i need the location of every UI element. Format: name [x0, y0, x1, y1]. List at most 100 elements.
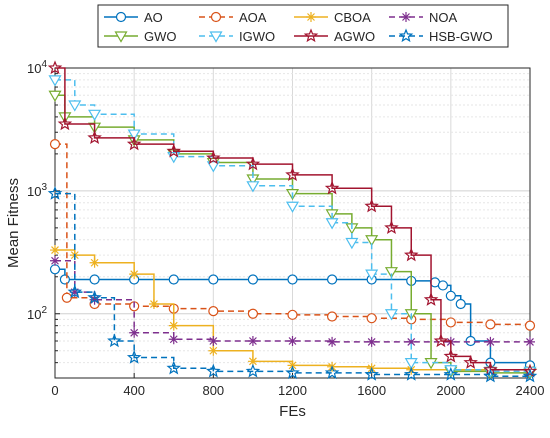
data-point	[384, 309, 398, 321]
data-point	[444, 365, 458, 377]
data-point	[59, 274, 70, 285]
data-point	[148, 299, 159, 310]
data-point	[443, 366, 459, 381]
y-tick-label: 102	[27, 305, 47, 322]
data-point	[57, 116, 73, 131]
series-line-igwo	[55, 79, 530, 373]
data-point	[483, 362, 498, 376]
data-point	[69, 287, 80, 298]
data-point	[206, 150, 221, 165]
data-point	[403, 247, 419, 262]
legend-label: AOA	[239, 10, 267, 25]
data-point	[166, 360, 182, 375]
data-point	[463, 355, 478, 369]
legend-item-gwo: GWO	[104, 29, 177, 44]
data-point	[61, 292, 72, 303]
data-point	[326, 274, 338, 285]
x-tick-label: 0	[51, 383, 58, 398]
data-point	[246, 181, 260, 193]
x-tick-label: 2000	[436, 383, 465, 398]
data-point	[345, 237, 359, 250]
legend-marker	[401, 12, 411, 22]
x-axis-label: FEs	[279, 403, 306, 420]
data-point	[406, 336, 417, 347]
data-point	[126, 136, 142, 151]
data-point	[129, 269, 140, 280]
legend-item-hsb-gwo: HSB-GWO	[389, 28, 493, 44]
data-point	[324, 180, 340, 195]
series-layer	[47, 60, 538, 383]
data-point	[247, 274, 259, 285]
series-line-hsb-gwo	[55, 192, 530, 377]
data-point	[287, 309, 298, 320]
data-point	[364, 366, 379, 381]
y-tick-label: 103	[27, 182, 47, 199]
x-tick-label: 800	[202, 383, 224, 398]
data-point	[445, 290, 456, 301]
data-point	[423, 292, 439, 306]
data-point	[50, 255, 60, 266]
legend-label: CBOA	[334, 10, 371, 25]
y-tick-label: 104	[27, 59, 47, 76]
legend-label: GWO	[144, 29, 177, 44]
data-point	[524, 320, 536, 331]
legend-marker	[209, 31, 223, 43]
data-point	[437, 280, 449, 291]
legend-label: AGWO	[334, 29, 375, 44]
data-point	[49, 139, 61, 150]
data-point	[88, 109, 102, 121]
legend-marker	[303, 28, 319, 43]
data-point	[247, 336, 258, 347]
legend-item-noa: NOA	[389, 10, 458, 25]
data-point	[285, 365, 300, 380]
data-point	[68, 100, 82, 112]
legend-item-agwo: AGWO	[294, 28, 375, 44]
x-tick-label: 400	[123, 383, 145, 398]
data-point	[245, 363, 261, 378]
data-point	[168, 334, 179, 345]
data-point	[247, 356, 258, 367]
series-line-agwo	[55, 67, 531, 372]
data-point	[48, 90, 62, 102]
legend-marker	[210, 11, 222, 23]
data-point	[287, 274, 298, 285]
data-point	[285, 167, 300, 182]
data-point	[326, 311, 338, 322]
x-tick-label: 1200	[278, 383, 307, 398]
data-point	[168, 274, 179, 285]
legend-box	[97, 4, 509, 48]
data-point	[443, 348, 459, 363]
data-point	[208, 345, 219, 356]
legend-item-igwo: IGWO	[199, 29, 275, 44]
x-tick-label: 2400	[516, 383, 545, 398]
data-point	[245, 156, 261, 171]
data-point	[485, 319, 496, 330]
data-point	[87, 130, 102, 145]
data-point	[365, 235, 379, 247]
data-point	[525, 336, 535, 347]
data-point	[126, 349, 142, 364]
legend-label: NOA	[429, 10, 458, 25]
series-hsb-gwo	[47, 185, 538, 383]
legend-label: IGWO	[239, 29, 275, 44]
legend-marker	[398, 28, 414, 43]
data-point	[522, 368, 538, 383]
data-point	[206, 161, 220, 173]
y-axis-label: Mean Fitness	[5, 178, 22, 268]
data-point	[50, 245, 60, 256]
data-point	[485, 336, 496, 347]
legend-label: HSB-GWO	[429, 29, 493, 44]
data-point	[287, 336, 298, 347]
data-point	[324, 365, 340, 380]
data-point	[365, 269, 379, 281]
data-point	[47, 60, 63, 75]
data-point	[89, 257, 100, 268]
data-point	[47, 185, 63, 200]
data-point	[49, 264, 61, 275]
legend-marker	[115, 11, 127, 23]
data-point	[384, 220, 399, 235]
data-point	[433, 333, 449, 348]
data-point	[483, 368, 498, 383]
